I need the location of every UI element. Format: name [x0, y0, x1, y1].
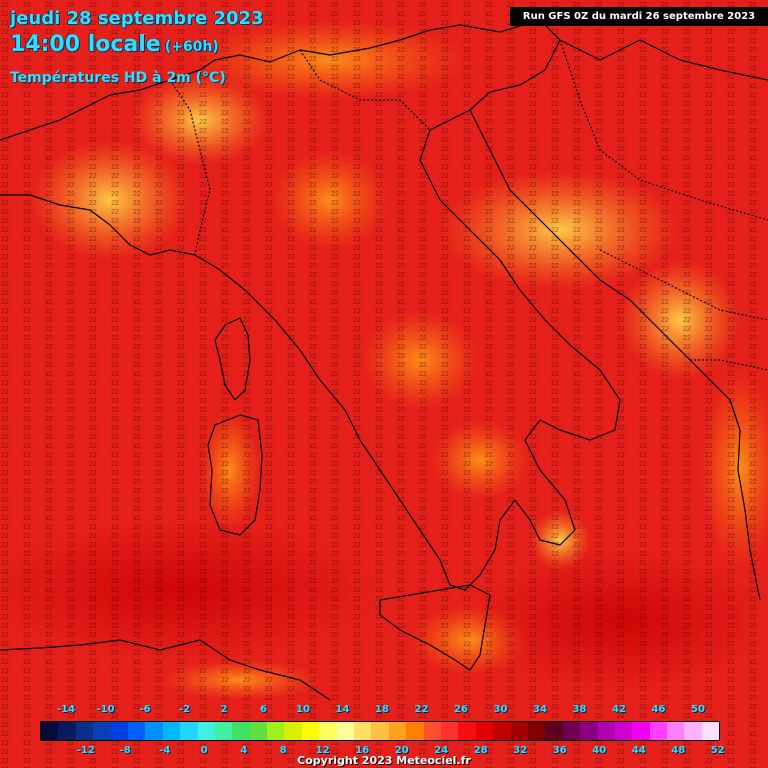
legend-color-swatch [458, 722, 476, 740]
legend-tick-label: 36 [552, 745, 567, 756]
legend-tick-label: 50 [691, 704, 705, 715]
legend-color-swatch [388, 722, 407, 740]
legend-color-swatch [127, 722, 146, 740]
legend-color-swatch [249, 722, 268, 740]
legend-tick-label: 0 [200, 745, 208, 756]
legend-color-swatch [632, 722, 650, 740]
legend-color-swatch [319, 722, 337, 740]
legend-color-swatch [701, 722, 720, 740]
legend-color-swatch [110, 722, 128, 740]
legend-color-swatch [75, 722, 94, 740]
color-scale-legend [40, 721, 720, 741]
legend-tick-label: 26 [454, 704, 468, 715]
legend-tick-label: 46 [651, 704, 666, 715]
legend-color-swatch [527, 722, 546, 740]
legend-tick-label: 22 [414, 704, 429, 715]
legend-color-swatch [406, 722, 424, 740]
parameter-label: Températures HD à 2m (°C) [10, 70, 226, 86]
legend-color-swatch [354, 722, 372, 740]
legend-tick-label: 48 [671, 745, 686, 756]
legend-color-swatch [423, 722, 441, 740]
legend-color-swatch [597, 722, 615, 740]
legend-tick-label: 24 [434, 745, 449, 756]
legend-tick-label: 8 [279, 745, 287, 756]
legend-color-swatch [562, 722, 581, 740]
legend-color-swatch [197, 722, 215, 740]
legend-color-swatch [41, 722, 59, 740]
legend-tick-label: -8 [119, 745, 131, 756]
legend-tick-label: -14 [56, 704, 76, 715]
legend-tick-label: 52 [710, 745, 725, 756]
legend-color-swatch [545, 722, 563, 740]
legend-color-swatch [493, 722, 511, 740]
legend-color-swatch [180, 722, 198, 740]
legend-tick-label: 34 [533, 704, 547, 715]
copyright-text: Copyright 2023 Meteociel.fr [297, 754, 471, 767]
legend-tick-label: 28 [473, 745, 488, 756]
legend-tick-label: 38 [572, 704, 587, 715]
legend-tick-label: -2 [178, 704, 191, 715]
legend-bottom-labels: -12 -8 -4 0 4 8 12 16 20 24 28 32 36 40 44 48 52 [0, 745, 768, 759]
legend-color-swatch [336, 722, 355, 740]
legend-top-labels: -14 -10 -6 -2 2 6 10 14 18 22 26 30 34 38 42 46 50 [0, 704, 768, 718]
legend-color-swatch [145, 722, 163, 740]
legend-color-swatch [684, 722, 702, 740]
legend-tick-label: -4 [159, 745, 171, 756]
legend-color-swatch [475, 722, 494, 740]
legend-tick-label: 4 [240, 745, 248, 756]
legend-tick-label: 18 [375, 704, 389, 715]
legend-tick-label: 14 [335, 704, 350, 715]
legend-color-swatch [440, 722, 459, 740]
legend-tick-label: 42 [612, 704, 626, 715]
legend-color-swatch [371, 722, 389, 740]
forecast-time: 14:00 locale (+60h) [10, 32, 219, 57]
legend-color-swatch [510, 722, 528, 740]
forecast-date: jeudi 28 septembre 2023 [10, 8, 264, 29]
forecast-offset: (+60h) [164, 39, 219, 55]
legend-tick-label: -6 [139, 704, 151, 715]
legend-color-swatch [301, 722, 320, 740]
legend-tick-label: 32 [513, 745, 528, 756]
legend-color-swatch [93, 722, 111, 740]
legend-color-swatch [232, 722, 250, 740]
legend-tick-label: 2 [220, 704, 228, 715]
legend-tick-label: 6 [260, 704, 267, 715]
legend-color-swatch [58, 722, 76, 740]
legend-color-swatch [580, 722, 598, 740]
legend-tick-label: 12 [315, 745, 330, 756]
legend-color-swatch [267, 722, 285, 740]
legend-tick-label: 16 [355, 745, 370, 756]
legend-color-swatch [284, 722, 302, 740]
legend-tick-label: 40 [592, 745, 607, 756]
legend-tick-label: 10 [296, 704, 310, 715]
legend-tick-label: -12 [76, 745, 95, 756]
legend-tick-label: 44 [631, 745, 646, 756]
forecast-time-label: 14:00 locale [10, 32, 161, 57]
legend-color-swatch [162, 722, 181, 740]
legend-tick-label: -10 [96, 704, 115, 715]
legend-color-swatch [614, 722, 633, 740]
legend-color-swatch [667, 722, 685, 740]
legend-tick-label: 20 [394, 745, 409, 756]
legend-color-swatch [214, 722, 233, 740]
run-info-badge: Run GFS 0Z du mardi 26 septembre 2023 [510, 7, 768, 26]
coastlines [0, 19, 768, 701]
legend-tick-label: 30 [493, 704, 508, 715]
legend-color-swatch [649, 722, 668, 740]
